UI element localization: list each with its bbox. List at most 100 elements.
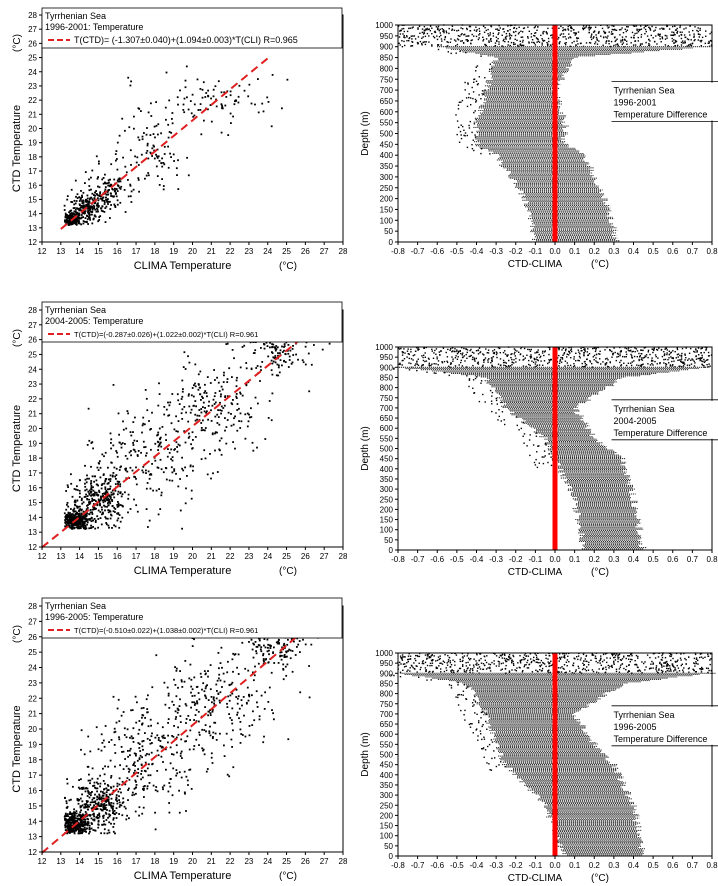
- data-point: [154, 442, 157, 445]
- data-point: [541, 44, 543, 46]
- data-point: [67, 511, 70, 514]
- data-point: [668, 350, 670, 352]
- data-point: [223, 374, 225, 377]
- data-point: [114, 730, 117, 733]
- data-point: [491, 364, 493, 366]
- data-point: [170, 448, 173, 451]
- data-point: [458, 101, 461, 103]
- data-point: [172, 153, 175, 156]
- data-point: [115, 721, 118, 724]
- data-point: [415, 363, 417, 365]
- data-point: [410, 358, 413, 360]
- data-point: [132, 727, 135, 730]
- data-point: [624, 39, 626, 41]
- data-point: [121, 516, 124, 519]
- data-point: [114, 193, 117, 195]
- y-axis-label: CTD Temperature: [11, 405, 23, 492]
- depth-y-tick-label: 0: [389, 238, 394, 247]
- data-point: [167, 734, 169, 737]
- data-point: [226, 378, 229, 380]
- data-point: [253, 352, 256, 354]
- scatter-x-tick-label: 24: [263, 552, 272, 561]
- data-point: [144, 717, 146, 719]
- data-point: [439, 354, 441, 356]
- data-point: [112, 492, 115, 495]
- data-point: [170, 131, 173, 134]
- data-point: [220, 405, 223, 408]
- data-point: [115, 450, 118, 452]
- data-point: [66, 806, 68, 809]
- data-point: [281, 345, 283, 348]
- data-point: [239, 412, 242, 415]
- data-point: [529, 355, 531, 358]
- data-point: [682, 365, 685, 367]
- data-point: [564, 28, 566, 31]
- data-point: [148, 763, 150, 766]
- data-point: [66, 514, 69, 517]
- data-point: [74, 811, 76, 814]
- data-point: [236, 409, 239, 411]
- data-point: [663, 354, 666, 357]
- data-point: [107, 193, 110, 196]
- data-point: [89, 804, 92, 806]
- data-point: [495, 399, 498, 402]
- data-point: [134, 695, 137, 698]
- data-point: [620, 364, 623, 366]
- data-point: [117, 481, 120, 483]
- data-point: [97, 518, 100, 520]
- data-point: [89, 509, 92, 511]
- data-point: [413, 35, 416, 37]
- data-point: [465, 348, 467, 350]
- data-point: [100, 207, 103, 210]
- data-point: [297, 358, 299, 361]
- data-point: [491, 403, 493, 405]
- data-point: [162, 162, 165, 164]
- data-point: [408, 369, 411, 371]
- data-point: [631, 361, 633, 363]
- data-point: [66, 782, 69, 785]
- data-point: [118, 806, 121, 808]
- data-point: [232, 441, 234, 443]
- data-point: [118, 186, 121, 189]
- data-point: [65, 825, 68, 828]
- data-point: [112, 510, 115, 513]
- data-point: [478, 30, 481, 32]
- data-point: [211, 433, 214, 436]
- data-point: [408, 27, 410, 30]
- data-point: [86, 207, 89, 210]
- data-point: [88, 502, 90, 504]
- scatter-y-tick-label: 20: [28, 425, 37, 434]
- data-point: [116, 504, 119, 506]
- data-point: [169, 401, 172, 404]
- data-point: [114, 765, 116, 768]
- data-point: [576, 37, 578, 39]
- data-point: [669, 365, 672, 367]
- data-point: [64, 818, 66, 821]
- data-point: [143, 132, 145, 134]
- data-point: [270, 359, 273, 362]
- data-point: [99, 774, 101, 777]
- data-point: [576, 37, 578, 40]
- data-point: [113, 822, 116, 825]
- data-point: [463, 134, 465, 137]
- data-point: [505, 32, 508, 35]
- data-point: [536, 38, 538, 40]
- data-point: [238, 407, 240, 410]
- data-point: [84, 221, 87, 223]
- data-point: [220, 103, 223, 106]
- data-point: [142, 440, 145, 443]
- data-point: [456, 43, 459, 46]
- data-point: [129, 183, 132, 186]
- data-point: [110, 438, 113, 441]
- scatter-x-tick-label: 14: [75, 247, 84, 256]
- data-point: [693, 35, 695, 37]
- data-point: [118, 178, 121, 181]
- data-point: [459, 50, 461, 52]
- data-point: [145, 454, 147, 457]
- data-point: [87, 490, 90, 493]
- data-point: [78, 799, 81, 801]
- data-point: [64, 797, 66, 799]
- data-point: [86, 523, 88, 526]
- fit-line: [60, 57, 269, 230]
- data-point: [684, 353, 686, 355]
